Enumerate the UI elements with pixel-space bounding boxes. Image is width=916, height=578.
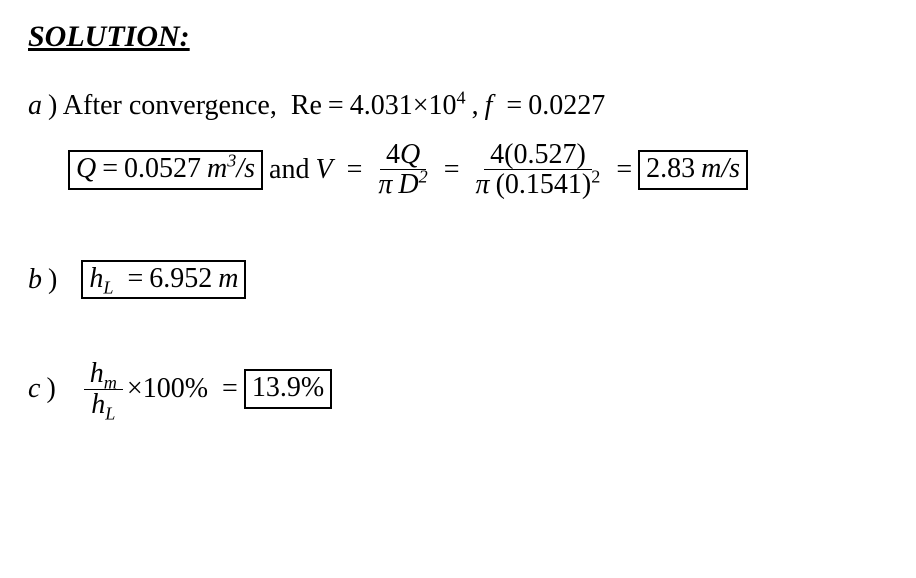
hl-h: h <box>89 263 103 294</box>
frac1-d: D2 <box>398 169 427 200</box>
times-symbol: × <box>127 373 143 405</box>
frac-1-num: 4Q <box>380 140 426 170</box>
hl2-h: h <box>91 389 105 420</box>
frac1-pi: π <box>378 169 392 200</box>
hl-symbol: hL <box>89 262 113 296</box>
percent-answer-box: 13.9% <box>244 369 332 409</box>
q-symbol: Q <box>76 152 96 186</box>
v-ans-s: s <box>729 152 740 186</box>
equals-1: = <box>328 90 344 122</box>
re-exponent: 4 <box>457 88 466 108</box>
part-c-paren: ) <box>46 373 55 405</box>
solution-page: SOLUTION: a ) After convergence, Re = 4.… <box>0 0 916 447</box>
reynolds-symbol: Re <box>291 90 322 122</box>
hl-box: hL = 6.952 m <box>81 260 246 300</box>
part-c-label: c <box>28 373 40 405</box>
frac1-d-exp: 2 <box>419 167 428 187</box>
frac1-q: Q <box>400 139 420 170</box>
frac2-den-paren: ( <box>496 169 505 200</box>
frac2-den-val: 0.1541 <box>505 169 582 200</box>
hundred-percent: 100% <box>143 373 208 405</box>
part-a-line2: Q = 0.0527 m3 / s and V = 4Q πD2 <box>68 140 888 200</box>
q-unit-m: m3 <box>207 152 236 186</box>
comma: , <box>472 90 479 122</box>
frac-2-num: 4(0.527) <box>484 140 592 170</box>
q-unit-m-text: m <box>207 153 227 184</box>
solution-heading: SOLUTION: <box>28 20 888 54</box>
q-unit-s: s <box>244 152 255 186</box>
f-value: 0.0227 <box>528 90 605 122</box>
equals-6: = <box>616 154 632 186</box>
re-value: 4.031×104 <box>350 90 466 122</box>
q-unit-per: / <box>236 152 244 186</box>
v-ans-per: / <box>721 152 729 186</box>
frac-1: 4Q πD2 <box>372 140 433 200</box>
and-text: and <box>269 154 309 186</box>
equals-2: = <box>506 90 522 122</box>
frac2-pi: π <box>476 169 490 200</box>
frac1-4: 4 <box>386 139 400 170</box>
equals-3: = <box>102 152 118 186</box>
part-a-label: a <box>28 90 42 122</box>
equals-4: = <box>347 154 363 186</box>
f-symbol: f <box>485 90 493 122</box>
part-b-paren: ) <box>48 264 57 296</box>
q-value: 0.0527 <box>124 152 201 186</box>
hm-h: h <box>90 358 104 389</box>
q-unit-exp: 3 <box>227 151 236 171</box>
equals-8: = <box>222 373 238 405</box>
hl-unit: m <box>218 262 238 296</box>
frac-1-den: πD2 <box>372 170 433 199</box>
hl2-symbol: hL <box>85 390 121 419</box>
frac-2-den: π(0.1541)2 <box>470 170 607 199</box>
frac2-den-exp: 2 <box>591 167 600 187</box>
hl-val: 6.952 <box>149 262 212 296</box>
frac2-num-paren2: ) <box>576 139 585 170</box>
frac2-4: 4 <box>490 139 504 170</box>
re-mantissa: 4.031×10 <box>350 90 457 121</box>
equals-5: = <box>444 154 460 186</box>
frac-hm-hl: hm hL <box>84 359 123 419</box>
q-box: Q = 0.0527 m3 / s <box>68 150 263 190</box>
part-b-label: b <box>28 264 42 296</box>
part-a-intro: ) After convergence, <box>48 90 277 122</box>
v-symbol: V <box>315 154 332 186</box>
v-ans-val: 2.83 <box>646 152 695 186</box>
part-b-line: b ) hL = 6.952 m <box>28 260 888 300</box>
part-c-line: c ) hm hL × 100% = 13.9% <box>28 359 888 419</box>
frac-2: 4(0.527) π(0.1541)2 <box>470 140 607 200</box>
part-a-line1: a ) After convergence, Re = 4.031×104 , … <box>28 90 888 122</box>
hl-sub: L <box>103 277 113 297</box>
hl2-sub: L <box>105 403 115 423</box>
v-answer-box: 2.83 m / s <box>638 150 748 190</box>
frac1-d-letter: D <box>398 169 418 200</box>
equals-7: = <box>127 262 143 296</box>
v-ans-m: m <box>701 152 721 186</box>
hm-symbol: hm <box>84 359 123 389</box>
frac2-den-paren2: ) <box>582 169 591 200</box>
frac2-num-val: 0.527 <box>513 139 576 170</box>
